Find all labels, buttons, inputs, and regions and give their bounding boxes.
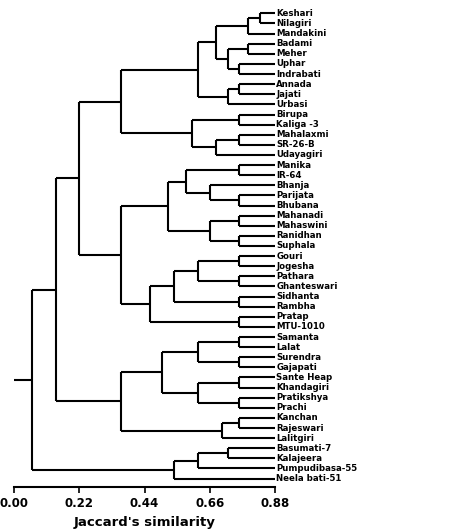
Text: Keshari: Keshari xyxy=(276,9,313,18)
Text: Kanchan: Kanchan xyxy=(276,413,318,423)
Text: Kaliga -3: Kaliga -3 xyxy=(276,120,319,129)
Text: Pathara: Pathara xyxy=(276,272,314,281)
Text: IR-64: IR-64 xyxy=(276,171,302,180)
Text: Rambha: Rambha xyxy=(276,302,316,311)
Text: Mahanadi: Mahanadi xyxy=(276,211,324,220)
Text: Parijata: Parijata xyxy=(276,191,314,200)
Text: Sante Heap: Sante Heap xyxy=(276,373,333,382)
Text: SR-26-B: SR-26-B xyxy=(276,140,315,149)
Text: Badami: Badami xyxy=(276,39,312,48)
Text: Bhubana: Bhubana xyxy=(276,201,319,210)
Text: Meher: Meher xyxy=(276,49,307,58)
Text: Rajeswari: Rajeswari xyxy=(276,424,324,433)
Text: Mandakini: Mandakini xyxy=(276,29,327,38)
Text: Jajati: Jajati xyxy=(276,90,301,99)
Text: Mahalaxmi: Mahalaxmi xyxy=(276,130,329,139)
Text: Nilagiri: Nilagiri xyxy=(276,19,312,28)
Text: Pratap: Pratap xyxy=(276,312,309,321)
Text: Manika: Manika xyxy=(276,161,311,170)
Text: Khandagiri: Khandagiri xyxy=(276,383,329,392)
Text: Jogesha: Jogesha xyxy=(276,262,315,271)
Text: Surendra: Surendra xyxy=(276,353,321,362)
Text: Kalajeera: Kalajeera xyxy=(276,454,322,463)
Text: MTU-1010: MTU-1010 xyxy=(276,322,325,331)
Text: Lalitgiri: Lalitgiri xyxy=(276,434,314,443)
Text: Ranidhan: Ranidhan xyxy=(276,231,322,240)
Text: Gouri: Gouri xyxy=(276,252,303,261)
Text: Indrabati: Indrabati xyxy=(276,69,321,79)
Text: Pratikshya: Pratikshya xyxy=(276,393,328,402)
X-axis label: Jaccard's similarity: Jaccard's similarity xyxy=(73,516,216,528)
Text: Udayagiri: Udayagiri xyxy=(276,150,323,159)
Text: Ghanteswari: Ghanteswari xyxy=(276,282,338,291)
Text: Neela bati-51: Neela bati-51 xyxy=(276,474,342,483)
Text: Prachi: Prachi xyxy=(276,403,307,412)
Text: Samanta: Samanta xyxy=(276,333,319,342)
Text: Basumati-7: Basumati-7 xyxy=(276,444,332,453)
Text: Suphala: Suphala xyxy=(276,241,316,251)
Text: Sidhanta: Sidhanta xyxy=(276,292,320,301)
Text: Bhanja: Bhanja xyxy=(276,181,310,190)
Text: Mahaswini: Mahaswini xyxy=(276,221,328,230)
Text: Pumpudibasa-55: Pumpudibasa-55 xyxy=(276,464,357,473)
Text: Annada: Annada xyxy=(276,80,313,89)
Text: Urbasi: Urbasi xyxy=(276,100,308,109)
Text: Gajapati: Gajapati xyxy=(276,363,317,372)
Text: Uphar: Uphar xyxy=(276,59,306,68)
Text: Lalat: Lalat xyxy=(276,343,301,352)
Text: Birupa: Birupa xyxy=(276,110,309,119)
